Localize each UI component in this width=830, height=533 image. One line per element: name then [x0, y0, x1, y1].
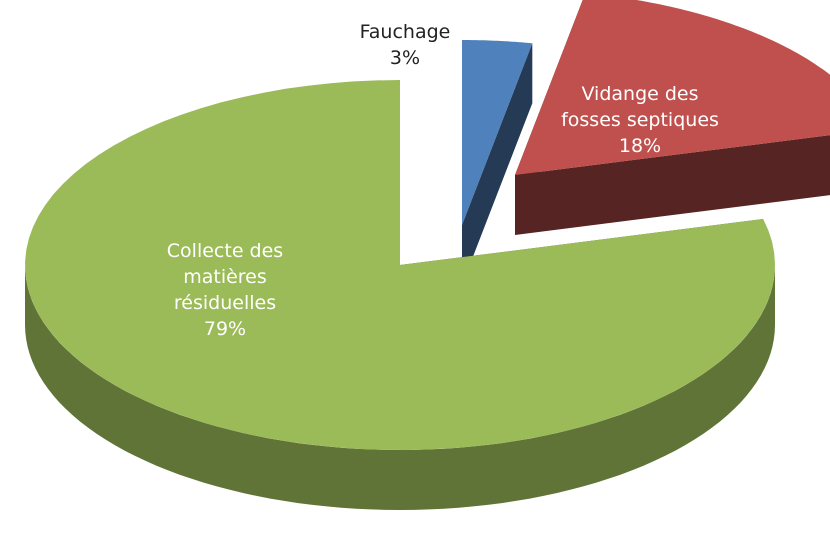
slice-side [25, 265, 775, 510]
data-label: Collecte des matières résiduelles 79% [140, 238, 310, 342]
slice [25, 80, 776, 450]
slice [515, 0, 830, 175]
value-label: 3% [389, 47, 421, 69]
value-label: 18% [618, 135, 662, 157]
data-label: Fauchage 3% [340, 19, 470, 71]
data-label: Vidange des fosses septiques 18% [560, 81, 720, 159]
slice [462, 40, 533, 225]
category-label: Vidange des fosses septiques [561, 83, 719, 131]
slice-cut-face [515, 135, 830, 235]
slice-cut-face [462, 43, 533, 285]
category-label: Fauchage [359, 21, 451, 43]
value-label: 79% [203, 318, 247, 340]
category-label: Collecte des matières résiduelles [166, 240, 284, 314]
